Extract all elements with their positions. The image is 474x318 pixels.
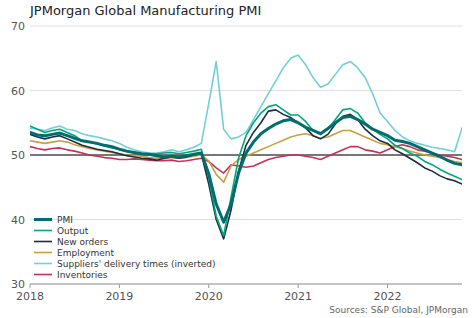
x-tick-label: 2018	[16, 290, 44, 303]
legend: PMIOutputNew ordersEmploymentSuppliers' …	[34, 215, 216, 280]
series-line	[30, 55, 462, 153]
grid-line	[30, 219, 462, 220]
legend-swatch	[34, 230, 52, 232]
y-tick-label: 40	[11, 214, 25, 227]
source-note: Sources: S&P Global, JPMorgan	[329, 305, 468, 315]
y-tick-label: 50	[11, 149, 25, 162]
legend-swatch	[34, 218, 52, 221]
grid-line	[30, 26, 462, 27]
legend-swatch	[34, 263, 52, 265]
title: JPMorgan Global Manufacturing PMI	[29, 3, 261, 18]
legend-label: Employment	[57, 248, 115, 258]
grid-line	[30, 90, 462, 91]
legend-label: Inventories	[57, 270, 108, 280]
grid-line	[30, 284, 462, 285]
y-tick-label: 70	[11, 20, 25, 33]
plot-area	[30, 55, 462, 239]
legend-label: Suppliers' delivery times (inverted)	[57, 259, 216, 269]
series-line	[30, 110, 462, 239]
legend-label: Output	[57, 226, 89, 236]
x-tick	[119, 284, 120, 288]
x-tick	[387, 284, 388, 288]
x-tick	[208, 284, 209, 288]
series-line	[30, 105, 462, 236]
x-axis: 2018 2019 2020 2021 2022	[16, 284, 462, 303]
x-tick-label: 2022	[374, 290, 402, 303]
legend-swatch	[34, 252, 52, 254]
legend-swatch	[34, 274, 52, 276]
y-axis: 3040506070	[11, 20, 462, 291]
legend-label: New orders	[57, 237, 108, 247]
x-tick	[298, 284, 299, 288]
series-line	[30, 116, 462, 222]
x-axis-line	[30, 284, 462, 285]
background	[0, 0, 474, 318]
y-tick-label: 60	[11, 85, 25, 98]
x-tick	[30, 284, 31, 288]
x-tick-label: 2021	[284, 290, 312, 303]
legend-label: PMI	[57, 215, 73, 225]
chart: 304050607020182019202020212022JPMorgan G…	[0, 0, 474, 318]
x-tick-label: 2020	[195, 290, 223, 303]
x-tick-label: 2019	[105, 290, 133, 303]
legend-swatch	[34, 241, 52, 243]
